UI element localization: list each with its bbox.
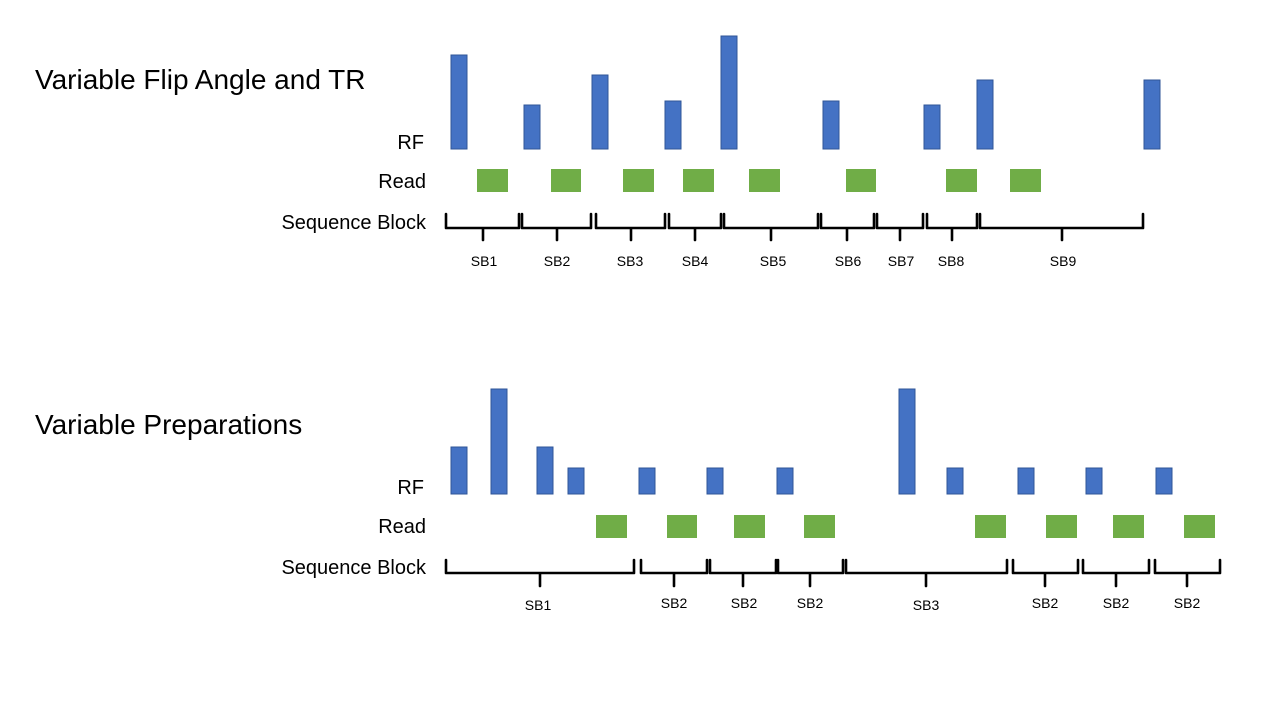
sequence-block-label: SB7 — [888, 253, 915, 269]
sequence-block-brace — [594, 212, 667, 242]
sequence-block-brace — [1081, 558, 1151, 588]
rf-row-label: RF — [397, 477, 424, 499]
rf-pulse — [976, 79, 994, 150]
read-block — [734, 515, 765, 538]
read-block — [804, 515, 835, 538]
read-block — [683, 169, 714, 192]
panel-variable-flip-angle-and-tr: Variable Flip Angle and TR RF Read Seque… — [35, 35, 1161, 269]
sequence-block-label: SB2 — [544, 253, 571, 269]
rf-row-label: RF — [397, 132, 424, 154]
sequence-block-label: SB2 — [1174, 595, 1201, 611]
sequence-block-brace — [639, 558, 709, 588]
read-block — [1184, 515, 1215, 538]
sequence-block-brace — [844, 558, 1009, 588]
read-block — [749, 169, 780, 192]
sequence-block-brace — [978, 212, 1145, 242]
sequence-block-brace — [776, 558, 845, 588]
sequence-block-label: SB1 — [525, 597, 552, 613]
rf-pulse — [664, 100, 682, 150]
rf-pulse — [706, 467, 724, 495]
read-block — [596, 515, 627, 538]
panel-title: Variable Preparations — [35, 409, 302, 440]
read-row-label: Read — [378, 171, 426, 193]
sequence-block-brace — [520, 212, 593, 242]
rf-pulse — [591, 74, 609, 150]
sequence-block-label: SB3 — [617, 253, 644, 269]
rf-pulse — [567, 467, 585, 495]
sequence-block-label: SB9 — [1050, 253, 1077, 269]
sequence-block-brace — [1011, 558, 1080, 588]
sequence-block-brace — [444, 212, 521, 242]
rf-pulse — [450, 446, 468, 495]
rf-pulse — [776, 467, 794, 495]
sequence-block-label: SB8 — [938, 253, 965, 269]
sequence-block-brace — [667, 212, 723, 242]
read-block — [1046, 515, 1077, 538]
sequence-block-brace — [1153, 558, 1222, 588]
sequence-block-label: SB2 — [731, 595, 758, 611]
rf-pulse — [523, 104, 541, 150]
rf-pulse — [1085, 467, 1103, 495]
sequence-block-label: SB4 — [682, 253, 709, 269]
read-row — [477, 169, 1041, 192]
read-block — [667, 515, 697, 538]
rf-pulse — [536, 446, 554, 495]
read-block — [551, 169, 581, 192]
read-row — [596, 515, 1215, 538]
sequence-block-label: SB2 — [1032, 595, 1059, 611]
read-block — [623, 169, 654, 192]
read-block — [946, 169, 977, 192]
rf-pulse-row — [450, 35, 1161, 150]
sequence-block-label: SB2 — [661, 595, 688, 611]
panel-title: Variable Flip Angle and TR — [35, 64, 366, 95]
rf-pulse-row — [450, 388, 1173, 495]
panel-variable-preparations: Variable Preparations RF Read Sequence B… — [35, 388, 1222, 613]
rf-pulse — [946, 467, 964, 495]
sequence-block-brace — [819, 212, 876, 242]
sequence-block-row: SB1 SB2 SB2 SB2 SB3 SB2 SB2 SB2 — [444, 558, 1222, 613]
rf-pulse — [1017, 467, 1035, 495]
read-block — [1113, 515, 1144, 538]
sequence-block-brace — [444, 558, 636, 588]
sequence-block-label: SB5 — [760, 253, 787, 269]
sequence-block-label: SB2 — [797, 595, 824, 611]
read-block — [975, 515, 1006, 538]
rf-pulse — [490, 388, 508, 495]
sequence-block-row-label: Sequence Block — [281, 212, 427, 234]
sequence-block-brace — [925, 212, 979, 242]
read-block — [477, 169, 508, 192]
rf-pulse — [822, 100, 840, 150]
sequence-block-row: SB1 SB2 SB3 SB4 SB5 SB6 SB7 SB8 SB9 — [444, 212, 1145, 269]
sequence-block-row-label: Sequence Block — [281, 557, 427, 579]
rf-pulse — [898, 388, 916, 495]
rf-pulse — [450, 54, 468, 150]
read-block — [846, 169, 876, 192]
rf-pulse — [1155, 467, 1173, 495]
rf-pulse — [720, 35, 738, 150]
sequence-block-brace — [708, 558, 778, 588]
rf-pulse — [638, 467, 656, 495]
sequence-block-label: SB1 — [471, 253, 498, 269]
read-block — [1010, 169, 1041, 192]
sequence-block-label: SB2 — [1103, 595, 1130, 611]
read-row-label: Read — [378, 516, 426, 538]
rf-pulse — [1143, 79, 1161, 150]
sequence-block-label: SB3 — [913, 597, 940, 613]
sequence-block-label: SB6 — [835, 253, 862, 269]
sequence-block-brace — [722, 212, 820, 242]
sequence-block-brace — [875, 212, 925, 242]
rf-pulse — [923, 104, 941, 150]
